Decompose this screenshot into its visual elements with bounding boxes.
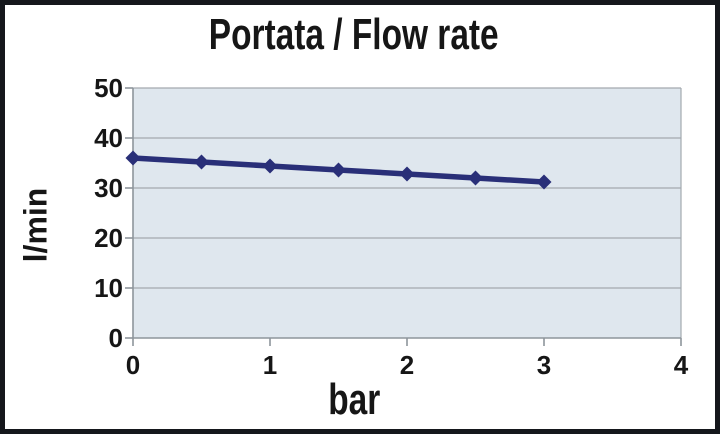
plot-background	[133, 88, 681, 338]
plot-area	[125, 87, 682, 346]
data-point-marker	[331, 162, 346, 178]
x-axis-label: bar	[327, 375, 381, 424]
data-point-marker	[399, 166, 415, 182]
x-axis-label-row: bar	[10, 376, 698, 424]
data-point-marker	[262, 158, 278, 174]
data-point-marker	[194, 154, 209, 170]
data-point-marker	[468, 170, 483, 186]
chart-title-text: Portata / Flow rate	[209, 10, 499, 59]
data-point-marker	[536, 174, 552, 190]
chart-title: Portata / Flow rate	[10, 10, 698, 60]
data-point-marker	[125, 150, 141, 166]
